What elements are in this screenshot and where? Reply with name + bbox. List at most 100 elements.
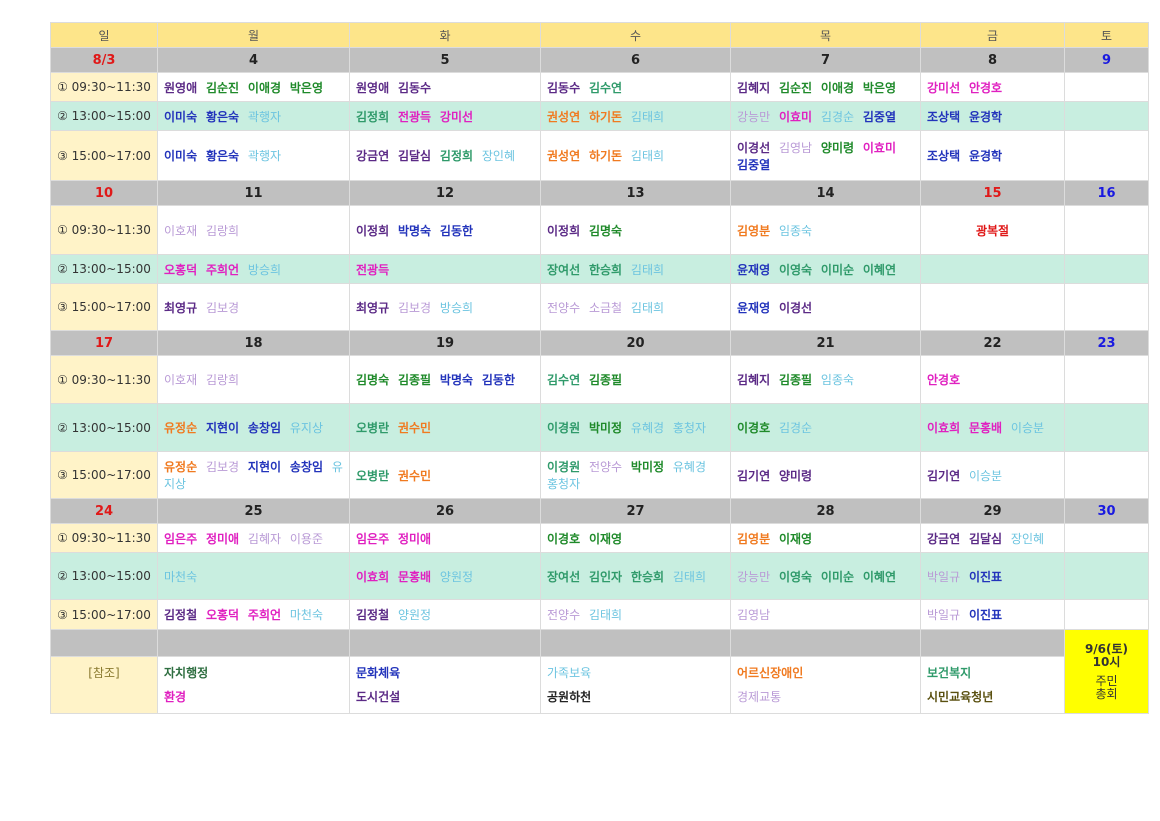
schedule-cell[interactable]: 강미선 안경호 xyxy=(920,72,1065,102)
date-row: 17 18 19 20 21 22 23 xyxy=(50,330,1149,356)
schedule-cell[interactable]: 이효희 문홍배 양원정 xyxy=(349,552,541,600)
schedule-cell[interactable] xyxy=(1064,130,1149,181)
schedule-cell[interactable] xyxy=(1064,523,1149,553)
schedule-cell[interactable]: 김영분 이재영 xyxy=(730,523,921,553)
person-name: 김영분 xyxy=(737,223,771,238)
separator-cell xyxy=(540,629,731,657)
person-name: 윤경학 xyxy=(968,149,1003,163)
schedule-cell[interactable]: 김정철 양원정 xyxy=(349,599,541,630)
schedule-cell[interactable]: 김수연 김종필 xyxy=(540,355,731,404)
schedule-cell[interactable]: 이경선 김영남 양미령 이효미 김중열 xyxy=(730,130,921,181)
time-slot-label: ③ 15:00~17:00 xyxy=(50,130,158,181)
schedule-cell[interactable]: 장여선 김인자 한승희 김태희 xyxy=(540,552,731,600)
schedule-cell[interactable]: 전광득 xyxy=(349,254,541,284)
schedule-cell[interactable]: 김영분 임종숙 xyxy=(730,205,921,255)
person-name: 황은숙 xyxy=(205,149,240,163)
schedule-cell[interactable]: 오병란 권수민 xyxy=(349,403,541,452)
schedule-cell[interactable]: 이미숙 황은숙 곽행자 xyxy=(157,101,350,131)
schedule-cell[interactable]: 권성연 하기돈 김태희 xyxy=(540,101,731,131)
person-name: 권성연 xyxy=(547,149,581,163)
schedule-cell[interactable]: 김기연 양미령 xyxy=(730,451,921,499)
schedule-cell[interactable]: 이경원 전양수 박미정 유혜경 홍청자 xyxy=(540,451,731,499)
schedule-cell[interactable]: 강금연 김달심 김정희 장인혜 xyxy=(349,130,541,181)
schedule-cell[interactable]: 이호재 김랑희 xyxy=(157,205,350,255)
date-cell: 4 xyxy=(157,47,350,73)
schedule-cell[interactable]: 유정순 김보경 지현이 송창임 유지상 xyxy=(157,451,350,499)
date-cell: 25 xyxy=(157,498,350,524)
person-name: 강능만 xyxy=(737,109,771,124)
schedule-cell[interactable]: 김정철 오홍덕 주희언 마천숙 xyxy=(157,599,350,630)
person-name: 권수민 xyxy=(397,468,432,483)
schedule-cell[interactable]: 최영규 김보경 xyxy=(157,283,350,331)
schedule-cell[interactable] xyxy=(1064,205,1149,255)
schedule-cell[interactable] xyxy=(1064,283,1149,331)
person-name: 홍청자 xyxy=(672,421,706,435)
schedule-cell[interactable]: 조상택 윤경학 xyxy=(920,130,1065,181)
schedule-cell[interactable]: 최영규 김보경 방승희 xyxy=(349,283,541,331)
person-name: 양미령 xyxy=(778,468,813,483)
person-name: 김랑희 xyxy=(205,223,240,238)
schedule-cell[interactable]: 원영애 김순진 이애경 박은영 xyxy=(157,72,350,102)
schedule-cell[interactable]: 김영남 xyxy=(730,599,921,630)
schedule-cell[interactable] xyxy=(1064,403,1149,452)
person-name: 이재영 xyxy=(778,531,813,546)
category-label: 시민교육청년 xyxy=(927,690,994,704)
schedule-cell[interactable] xyxy=(1064,552,1149,600)
schedule-cell[interactable]: 이경원 박미정 유혜경 홍청자 xyxy=(540,403,731,452)
date-row: 10 11 12 13 14 15 16 xyxy=(50,180,1149,206)
schedule-cell[interactable]: 김혜지 김종필 임종숙 xyxy=(730,355,921,404)
schedule-cell[interactable] xyxy=(1064,254,1149,284)
schedule-cell[interactable] xyxy=(1064,451,1149,499)
schedule-cell[interactable]: 윤재영 이영숙 이미순 이혜연 xyxy=(730,254,921,284)
schedule-cell[interactable]: 원영애 김동수 xyxy=(349,72,541,102)
schedule-cell[interactable]: 이경호 이재영 xyxy=(540,523,731,553)
schedule-cell[interactable]: 안경호 xyxy=(920,355,1065,404)
schedule-cell[interactable]: 마천숙 xyxy=(157,552,350,600)
schedule-cell[interactable]: 김기연 이승분 xyxy=(920,451,1065,499)
schedule-cell[interactable]: 강능만 이영숙 이미순 이혜연 xyxy=(730,552,921,600)
person-name: 마천숙 xyxy=(164,569,198,584)
person-name: 이경호 xyxy=(547,531,581,546)
person-name: 장여선 xyxy=(547,569,581,584)
schedule-cell[interactable]: 김혜지 김순진 이애경 박은영 xyxy=(730,72,921,102)
schedule-cell[interactable]: 전양수 소금철 김태희 xyxy=(540,283,731,331)
schedule-cell[interactable]: 임은주 정미애 김혜자 이용준 xyxy=(157,523,350,553)
schedule-cell[interactable] xyxy=(1064,101,1149,131)
schedule-cell[interactable]: 이효희 문홍배 이승분 xyxy=(920,403,1065,452)
schedule-cell[interactable] xyxy=(920,254,1065,284)
person-name: 방승희 xyxy=(439,300,474,315)
schedule-cell[interactable] xyxy=(1064,72,1149,102)
schedule-cell[interactable]: 유정순 지현이 송창임 유지상 xyxy=(157,403,350,452)
schedule-cell[interactable]: 김명숙 김종필 박명숙 김동한 xyxy=(349,355,541,404)
schedule-cell[interactable]: 권성연 하기돈 김태희 xyxy=(540,130,731,181)
schedule-cell[interactable]: 김정희 전광득 강미선 xyxy=(349,101,541,131)
date-cell: 29 xyxy=(920,498,1065,524)
schedule-cell[interactable] xyxy=(1064,599,1149,630)
weekday-wed: 수 xyxy=(540,22,731,48)
schedule-cell[interactable]: 강능만 이효미 김경순 김중열 xyxy=(730,101,921,131)
schedule-cell[interactable] xyxy=(1064,355,1149,404)
schedule-cell[interactable]: 전양수 김태희 xyxy=(540,599,731,630)
schedule-cell[interactable]: 장여선 한승희 김태희 xyxy=(540,254,731,284)
person-name: 김영남 xyxy=(778,140,813,155)
schedule-cell[interactable]: 이정희 김명숙 xyxy=(540,205,731,255)
person-name: 박일규 xyxy=(927,569,961,584)
person-name: 권수민 xyxy=(397,421,432,435)
person-name: 곽행자 xyxy=(247,109,282,124)
schedule-cell[interactable]: 이호재 김랑희 xyxy=(157,355,350,404)
schedule-cell[interactable]: 오홍덕 주희언 방승희 xyxy=(157,254,350,284)
holiday-cell: 광복절 xyxy=(920,205,1065,255)
schedule-cell[interactable]: 박일규 이진표 xyxy=(920,552,1065,600)
schedule-cell[interactable] xyxy=(920,283,1065,331)
schedule-cell[interactable]: 박일규 이진표 xyxy=(920,599,1065,630)
schedule-cell[interactable]: 이경호 김경순 xyxy=(730,403,921,452)
schedule-cell[interactable]: 윤재영 이경선 xyxy=(730,283,921,331)
schedule-cell[interactable]: 김동수 김수연 xyxy=(540,72,731,102)
date-cell: 23 xyxy=(1064,330,1149,356)
schedule-cell[interactable]: 강금연 김달심 장인혜 xyxy=(920,523,1065,553)
schedule-cell[interactable]: 임은주 정미애 xyxy=(349,523,541,553)
schedule-cell[interactable]: 이정희 박명숙 김동한 xyxy=(349,205,541,255)
schedule-cell[interactable]: 조상택 윤경학 xyxy=(920,101,1065,131)
schedule-cell[interactable]: 오병란 권수민 xyxy=(349,451,541,499)
schedule-cell[interactable]: 이미숙 황은숙 곽행자 xyxy=(157,130,350,181)
